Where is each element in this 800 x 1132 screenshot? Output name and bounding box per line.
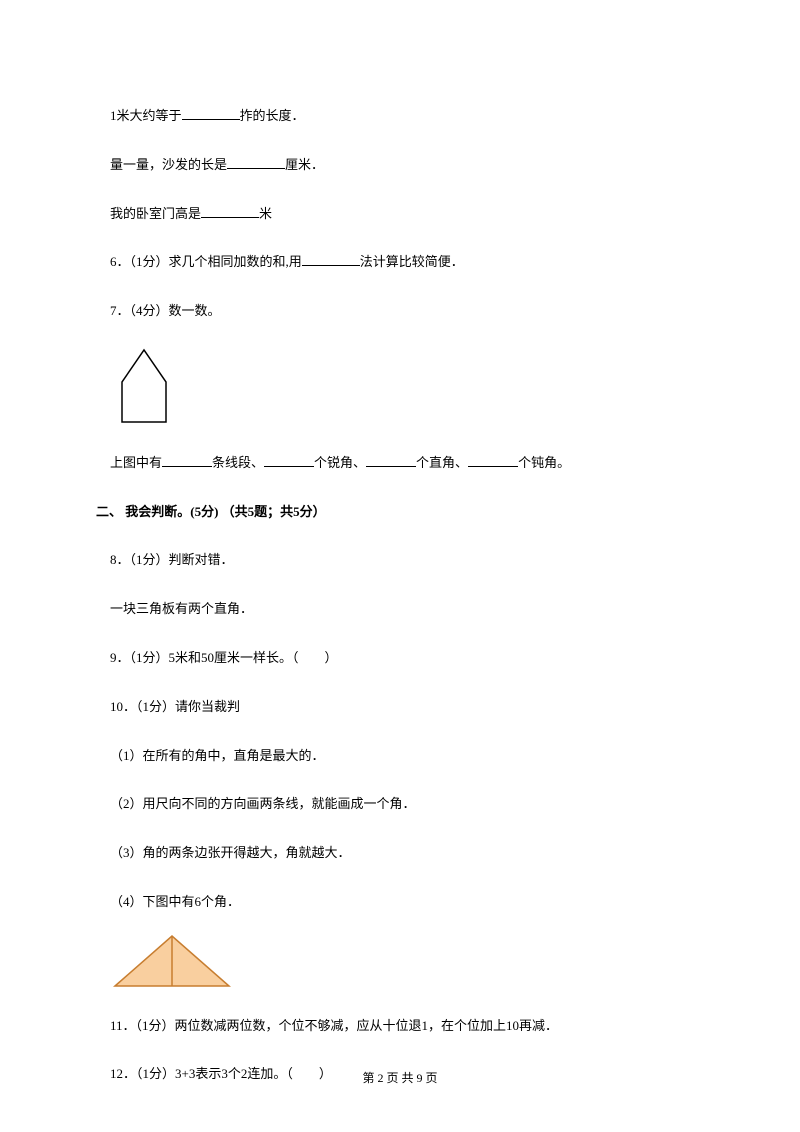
- question-10-sub3: （3）角的两条边张开得越大，角就越大．: [96, 843, 704, 864]
- q8-text: 一块三角板有两个直角．: [110, 601, 253, 616]
- section-2-title: 二、 我会判断。(5分) （共5题；共5分）: [96, 504, 326, 519]
- q10-sub4: （4）下图中有6个角．: [110, 894, 240, 909]
- question-sofa: 量一量，沙发的长是 厘米．: [96, 155, 704, 176]
- question-10-sub1: （1）在所有的角中，直角是最大的．: [96, 746, 704, 767]
- question-9: 9．（1分）5米和50厘米一样长。（ ）: [96, 648, 704, 669]
- q-sofa-suffix: 厘米．: [285, 157, 324, 172]
- question-10: 10．（1分）请你当裁判: [96, 697, 704, 718]
- q7-label: 7．（4分）数一数。: [110, 303, 221, 318]
- q6-label: 6．（1分）求几个相同加数的和,用: [110, 254, 302, 269]
- question-7-count: 上图中有 条线段、 个锐角、 个直角、 个钝角。: [96, 453, 704, 474]
- q10-label: 10．（1分）请你当裁判: [110, 699, 240, 714]
- footer-text: 第 2 页 共 9 页: [362, 1071, 437, 1085]
- q-door-prefix: 我的卧室门高是: [110, 206, 201, 221]
- question-10-sub2: （2）用尺向不同的方向画两条线，就能画成一个角．: [96, 794, 704, 815]
- question-meter: 1米大约等于 拃的长度．: [96, 106, 704, 127]
- house-icon: [110, 344, 180, 426]
- blank-field[interactable]: [302, 252, 360, 266]
- question-10-sub4: （4）下图中有6个角．: [96, 892, 704, 913]
- blank-field[interactable]: [162, 453, 212, 467]
- triangle-diagram: [110, 931, 704, 998]
- question-6: 6．（1分）求几个相同加数的和,用 法计算比较简便．: [96, 252, 704, 273]
- q-meter-suffix: 拃的长度．: [240, 108, 305, 123]
- q-meter-prefix: 1米大约等于: [110, 108, 182, 123]
- blank-field[interactable]: [182, 106, 240, 120]
- q10-sub2: （2）用尺向不同的方向画两条线，就能画成一个角．: [110, 796, 416, 811]
- triangle-icon: [110, 931, 235, 991]
- section-2-header: 二、 我会判断。(5分) （共5题；共5分）: [96, 502, 704, 523]
- blank-field[interactable]: [201, 204, 259, 218]
- blank-field[interactable]: [264, 453, 314, 467]
- blank-field[interactable]: [366, 453, 416, 467]
- question-11: 11．（1分）两位数减两位数，个位不够减，应从十位退1，在个位加上10再减．: [96, 1016, 704, 1037]
- question-door: 我的卧室门高是 米: [96, 204, 704, 225]
- question-8-label: 8．（1分）判断对错．: [96, 550, 704, 571]
- question-8-text: 一块三角板有两个直角．: [96, 599, 704, 620]
- q7-seg2: 个锐角、: [314, 455, 366, 470]
- blank-field[interactable]: [468, 453, 518, 467]
- q7-seg1: 条线段、: [212, 455, 264, 470]
- question-7: 7．（4分）数一数。: [96, 301, 704, 322]
- page-footer: 第 2 页 共 9 页: [0, 1069, 800, 1088]
- q9-label: 9．（1分）5米和50厘米一样长。（ ）: [110, 650, 338, 665]
- q6-suffix: 法计算比较简便．: [360, 254, 464, 269]
- blank-field[interactable]: [227, 155, 285, 169]
- q11-label: 11．（1分）两位数减两位数，个位不够减，应从十位退1，在个位加上10再减．: [110, 1018, 558, 1033]
- q-sofa-prefix: 量一量，沙发的长是: [110, 157, 227, 172]
- q7-prefix: 上图中有: [110, 455, 162, 470]
- q8-label: 8．（1分）判断对错．: [110, 552, 234, 567]
- q7-seg3: 个直角、: [416, 455, 468, 470]
- house-shape-diagram: [110, 344, 704, 433]
- q10-sub3: （3）角的两条边张开得越大，角就越大．: [110, 845, 351, 860]
- q10-sub1: （1）在所有的角中，直角是最大的．: [110, 748, 325, 763]
- q7-seg4: 个钝角。: [518, 455, 570, 470]
- q-door-suffix: 米: [259, 206, 272, 221]
